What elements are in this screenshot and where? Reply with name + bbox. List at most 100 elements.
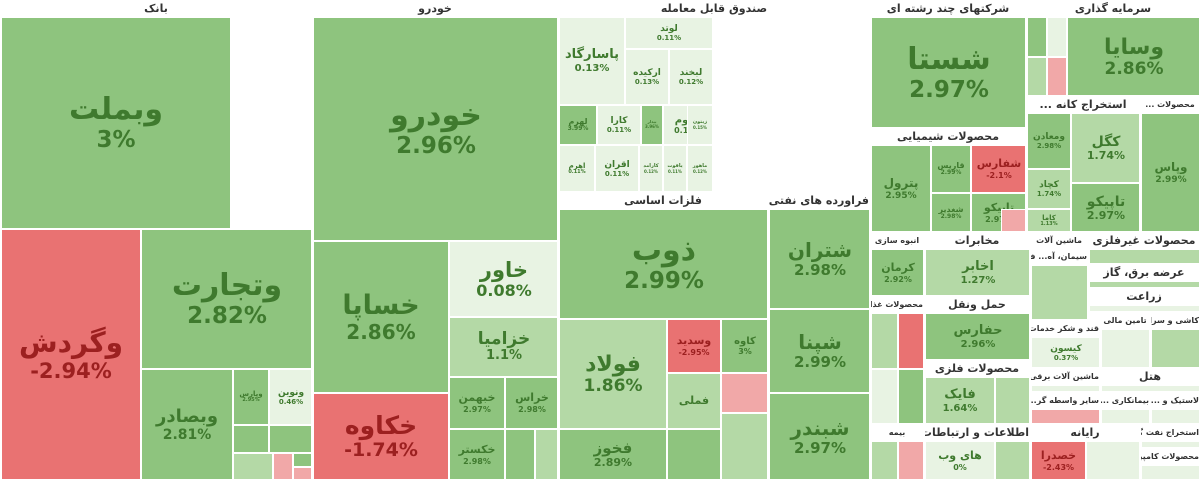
treemap-tile[interactable]: اقران 0.11%	[595, 145, 639, 191]
treemap-tile[interactable]	[871, 369, 898, 423]
treemap-tile[interactable]: خبهمن 2.97%	[449, 377, 505, 429]
treemap-tile[interactable]: فولاد 1.86%	[559, 319, 667, 429]
treemap-tile[interactable]	[1031, 409, 1099, 423]
treemap-tile[interactable]: کاما 1.13%	[1027, 209, 1071, 231]
treemap-tile[interactable]: لبخند 0.12%	[669, 49, 713, 105]
treemap-tile[interactable]: تاپیکو 2.97%	[1071, 183, 1139, 231]
treemap-tile[interactable]	[1027, 17, 1047, 57]
sector: بیمانکاری ...	[1100, 392, 1150, 424]
treemap-tile[interactable]: فایک 1.64%	[925, 377, 995, 423]
treemap-tile[interactable]	[1089, 281, 1199, 287]
treemap-tile[interactable]	[1047, 57, 1067, 95]
treemap-tile[interactable]	[871, 313, 898, 369]
treemap-tile[interactable]: خساپا 2.86%	[313, 241, 449, 393]
treemap-tile[interactable]: زیتون 0.15%	[687, 105, 713, 145]
treemap-tile[interactable]	[1086, 441, 1139, 479]
treemap-tile[interactable]: خراس 2.98%	[505, 377, 557, 429]
treemap-tile[interactable]: های وب 0%	[925, 441, 995, 479]
treemap-tile[interactable]	[1151, 329, 1199, 367]
treemap-tile[interactable]: کچاد 1.74%	[1027, 169, 1071, 209]
treemap-tile[interactable]	[293, 467, 311, 479]
treemap-tile[interactable]: کرمان 2.92%	[871, 249, 923, 295]
tile-name: خودرو	[390, 97, 482, 133]
treemap-tile[interactable]: حفارس 2.96%	[925, 313, 1029, 359]
treemap-tile[interactable]: شتران 2.98%	[769, 209, 869, 309]
treemap-tile[interactable]: کیسون 0.37%	[1031, 337, 1099, 367]
treemap-tile[interactable]	[1141, 441, 1199, 447]
treemap-tile[interactable]	[1089, 249, 1199, 263]
treemap-tile[interactable]: پاسارگاد 0.13%	[559, 17, 625, 105]
treemap-tile[interactable]	[898, 369, 923, 423]
tile-pct: 1.13%	[1040, 221, 1058, 228]
treemap-tile[interactable]: وپارس 2.95%	[233, 369, 269, 425]
treemap-tile[interactable]	[1089, 305, 1199, 311]
treemap-tile[interactable]: شپنا 2.99%	[769, 309, 869, 393]
treemap-tile[interactable]	[1141, 465, 1199, 479]
treemap-tile[interactable]	[1101, 385, 1199, 391]
treemap-tile[interactable]	[1101, 409, 1149, 423]
treemap-tile[interactable]	[667, 429, 721, 479]
treemap-tile[interactable]: کاوه 3%	[721, 319, 767, 373]
treemap-tile[interactable]	[269, 425, 311, 453]
treemap-tile[interactable]: خاور 0.08%	[449, 241, 557, 317]
treemap-tile[interactable]	[233, 425, 269, 453]
treemap-tile[interactable]: ذوب 2.99%	[559, 209, 767, 319]
treemap-tile[interactable]: ماهور 0.12%	[687, 145, 713, 191]
treemap-tile[interactable]	[293, 453, 311, 467]
treemap-tile[interactable]: قاریس 2.99%	[931, 145, 971, 193]
treemap-tile[interactable]	[995, 441, 1029, 479]
treemap-tile[interactable]: وسایا 2.86%	[1067, 17, 1199, 95]
treemap-tile[interactable]: شغدیر 2.98%	[931, 193, 971, 231]
treemap-tile[interactable]: وتجارت 2.82%	[141, 229, 311, 369]
treemap-tile[interactable]: وپاس 2.99%	[1141, 113, 1199, 231]
treemap-tile[interactable]: شستا 2.97%	[871, 17, 1025, 127]
treemap-tile[interactable]: اخابر 1.27%	[925, 249, 1029, 295]
treemap-tile[interactable]	[721, 373, 767, 413]
treemap-tile[interactable]	[233, 453, 273, 479]
tile-pct: 1.27%	[960, 274, 996, 286]
sector-title: محصولات شیمیایی	[871, 129, 1025, 145]
treemap-tile[interactable]: فملی	[667, 373, 721, 429]
treemap-tile[interactable]	[273, 453, 293, 479]
treemap-tile[interactable]: وبصادر 2.81%	[141, 369, 233, 479]
treemap-tile[interactable]: وبملت 3%	[1, 17, 231, 229]
treemap-tile[interactable]: اهرم 0.11%	[559, 145, 595, 191]
treemap-tile[interactable]: لوتد 0.11%	[625, 17, 713, 49]
treemap-tile[interactable]: شبندر 2.97%	[769, 393, 869, 479]
treemap-tile[interactable]	[535, 429, 557, 479]
treemap-tile[interactable]: کارا 0.11%	[597, 105, 641, 145]
treemap-tile[interactable]: بیدار 3.96%	[641, 105, 663, 145]
treemap-tile[interactable]	[1031, 385, 1099, 391]
tile-pct: 2.96%	[960, 338, 996, 350]
treemap-tile[interactable]: خصدرا -2.43%	[1031, 441, 1086, 479]
treemap-tile[interactable]: خودرو 2.96%	[313, 17, 557, 241]
treemap-tile[interactable]	[898, 441, 923, 479]
treemap-tile[interactable]	[721, 413, 767, 479]
treemap-tile[interactable]	[1101, 329, 1149, 367]
treemap-tile[interactable]: ارکیده 0.13%	[625, 49, 669, 105]
treemap-tile[interactable]: خکستر 2.98%	[449, 429, 505, 479]
treemap-tile[interactable]: ونوین 0.46%	[269, 369, 311, 425]
treemap-tile[interactable]: کگل 1.74%	[1071, 113, 1139, 183]
treemap-tile[interactable]: لهرم 3.99%	[559, 105, 597, 145]
treemap-tile[interactable]: کارامد 0.12%	[639, 145, 663, 191]
treemap-tile[interactable]: شفارس -2.1%	[971, 145, 1025, 193]
treemap-tile[interactable]: پترول 2.95%	[871, 145, 931, 231]
treemap-tile[interactable]	[871, 441, 898, 479]
treemap-tile[interactable]	[1047, 17, 1067, 57]
treemap-tile[interactable]: وسدید -2.95%	[667, 319, 721, 373]
treemap-tile[interactable]	[898, 313, 923, 369]
treemap-tile[interactable]	[505, 429, 535, 479]
treemap-tile[interactable]	[1001, 209, 1025, 231]
treemap-tile[interactable]	[1151, 409, 1199, 423]
treemap-tile[interactable]	[1031, 265, 1087, 319]
sector-title: محصولات فلزی	[925, 361, 1029, 377]
treemap-tile[interactable]: وگردش -2.94%	[1, 229, 141, 479]
treemap-tile[interactable]: فخوز 2.89%	[559, 429, 667, 479]
treemap-tile[interactable]	[995, 377, 1029, 423]
treemap-tile[interactable]: ومعادن 2.98%	[1027, 113, 1071, 169]
treemap-tile[interactable]: خکاوه -1.74%	[313, 393, 449, 479]
treemap-tile[interactable]	[1027, 57, 1047, 95]
treemap-tile[interactable]: خزامیا 1.1%	[449, 317, 557, 377]
treemap-tile[interactable]: یاقوت 0.11%	[663, 145, 687, 191]
